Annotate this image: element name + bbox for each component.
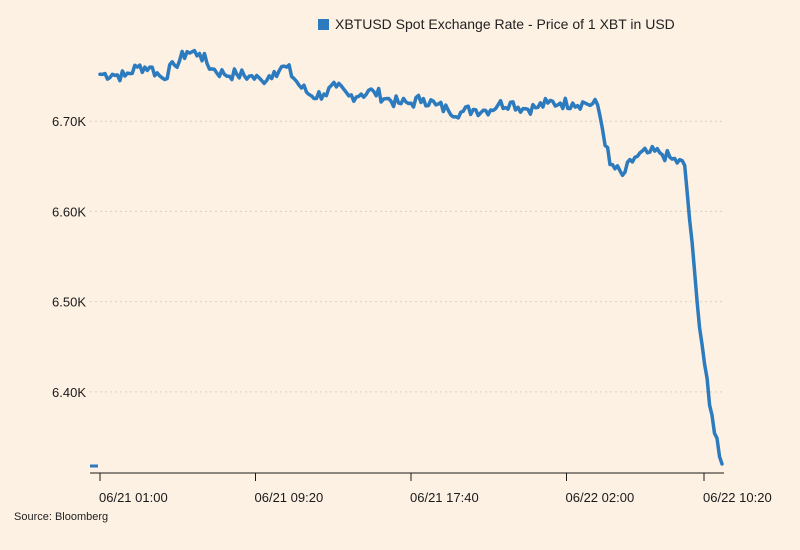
legend-label: XBTUSD Spot Exchange Rate - Price of 1 X… bbox=[335, 16, 675, 32]
y-tick-label: 6.50K bbox=[52, 295, 86, 310]
x-tick-label: 06/22 02:00 bbox=[566, 490, 635, 505]
source-note: Source: Bloomberg bbox=[14, 511, 109, 523]
y-axis-labels: 6.40K 6.50K 6.60K 6.70K bbox=[52, 114, 86, 400]
series-line bbox=[98, 48, 724, 466]
x-tick-label: 06/21 01:00 bbox=[99, 490, 168, 505]
x-tick-label: 06/21 09:20 bbox=[255, 490, 324, 505]
legend-swatch bbox=[318, 18, 329, 30]
y-tick-label: 6.60K bbox=[52, 204, 86, 219]
y-tick-label: 6.70K bbox=[52, 114, 86, 129]
gridlines bbox=[90, 120, 724, 393]
y-tick-label: 6.40K bbox=[52, 385, 86, 400]
x-tick-label: 06/21 17:40 bbox=[410, 490, 479, 505]
x-axis-ticks bbox=[99, 473, 705, 481]
x-axis-labels: 06/21 01:00 06/21 09:20 06/21 17:40 06/22 0… bbox=[99, 490, 772, 505]
legend: XBTUSD Spot Exchange Rate - Price of 1 X… bbox=[318, 16, 675, 32]
x-tick-label: 06/22 10:20 bbox=[703, 490, 772, 505]
